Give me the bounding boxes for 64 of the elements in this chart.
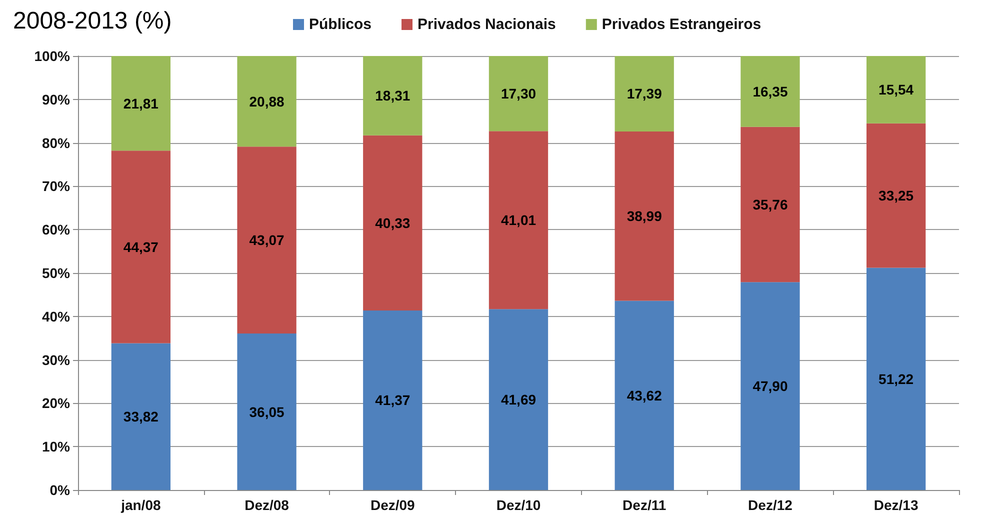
y-tick-label: 60% [42, 222, 71, 238]
x-tick-label: Dez/08 [244, 497, 290, 513]
y-tick-label: 30% [42, 352, 71, 368]
x-tick-label: Dez/12 [748, 497, 793, 513]
y-tick-label: 100% [34, 48, 71, 64]
y-tick-label: 50% [42, 265, 71, 281]
bar [111, 56, 171, 151]
bar [614, 131, 674, 301]
bar [866, 268, 926, 490]
data-label: 16,35 [752, 83, 788, 100]
x-tick-label: Dez/10 [496, 497, 541, 513]
bar [237, 334, 296, 490]
x-tick-label: jan/08 [120, 497, 161, 513]
data-label: 18,31 [375, 88, 410, 104]
bar [488, 309, 548, 490]
y-tick-label: 80% [42, 134, 71, 151]
data-label: 41,37 [375, 392, 410, 408]
bar [614, 300, 674, 490]
x-tick-label: Dez/09 [370, 497, 416, 513]
bar [866, 56, 926, 124]
data-label: 35,76 [752, 196, 788, 213]
legend-label: Privados Estrangeiros [602, 16, 762, 33]
data-label: 38,99 [626, 208, 662, 224]
y-tick-label: 90% [42, 91, 71, 108]
bar [740, 56, 800, 127]
data-label: 43,07 [249, 232, 285, 248]
x-tick-label: Dez/11 [622, 497, 666, 513]
data-label: 41,69 [500, 392, 536, 408]
data-label: 36,05 [249, 404, 285, 420]
bar [237, 146, 296, 334]
bar [111, 343, 171, 490]
bar [488, 56, 548, 132]
data-label: 21,81 [123, 95, 159, 112]
data-label: 33,25 [878, 188, 914, 204]
bar [740, 282, 800, 490]
y-tick-label: 0% [50, 482, 71, 498]
data-label: 17,39 [626, 86, 662, 102]
bar [488, 131, 548, 310]
y-tick-label: 40% [42, 308, 71, 324]
bar [363, 310, 422, 490]
data-label: 41,01 [500, 212, 536, 228]
bar [740, 126, 800, 282]
data-label: 20,88 [249, 93, 285, 110]
data-label: 47,90 [752, 378, 788, 394]
bar [237, 56, 296, 147]
y-tick-label: 10% [42, 438, 71, 455]
legend-label: Privados Nacionais [418, 16, 556, 33]
legend-label: Públicos [309, 16, 372, 33]
bar [111, 150, 171, 344]
data-label: 43,62 [626, 387, 662, 404]
chart-title: 2008-2013 (%) [13, 8, 172, 34]
y-tick-label: 20% [42, 395, 71, 412]
data-label: 51,22 [878, 370, 914, 387]
bar [363, 135, 422, 310]
data-label: 40,33 [375, 214, 410, 231]
data-label: 15,54 [878, 82, 914, 98]
data-label: 33,82 [123, 408, 159, 425]
data-label: 44,37 [123, 238, 159, 255]
x-tick-label: Dez/13 [874, 497, 918, 513]
data-label: 17,30 [500, 86, 536, 102]
bar [866, 123, 926, 268]
bar [614, 56, 674, 132]
bar [363, 56, 422, 136]
y-tick-label: 70% [42, 178, 71, 194]
